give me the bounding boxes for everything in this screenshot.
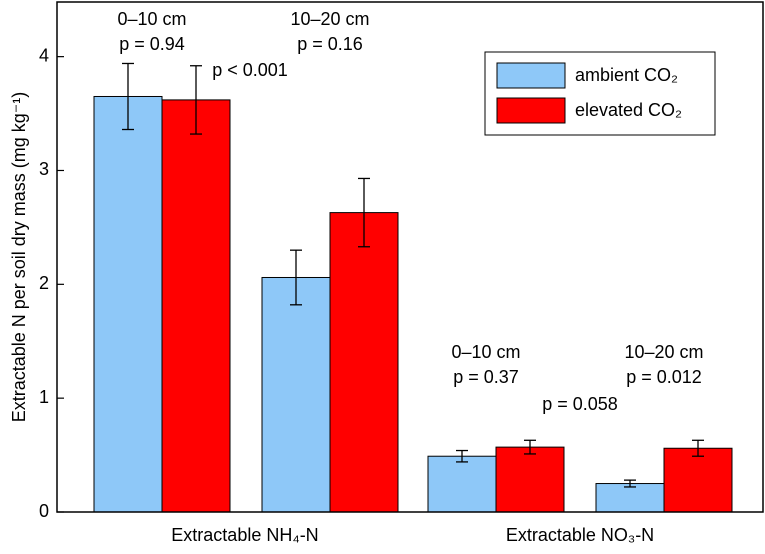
y-tick-label: 2 xyxy=(39,273,49,293)
error-bar xyxy=(122,62,134,131)
error-bar xyxy=(358,177,370,248)
bar xyxy=(261,276,331,513)
group-label: Extractable NH₄-N xyxy=(171,525,318,545)
bar xyxy=(427,455,497,513)
group-p-value: p < 0.001 xyxy=(212,60,288,80)
category-label: 10–20 cm xyxy=(624,342,703,362)
group-label: Extractable NO₃-N xyxy=(506,525,654,545)
p-value: p = 0.94 xyxy=(119,34,185,54)
error-bar xyxy=(290,249,302,306)
category-label: 0–10 cm xyxy=(117,9,186,29)
bar xyxy=(161,99,231,513)
legend-swatch xyxy=(496,97,566,124)
legend-label: ambient CO₂ xyxy=(575,65,678,85)
error-bar xyxy=(524,439,536,455)
bar xyxy=(329,212,399,513)
y-tick-label: 0 xyxy=(39,501,49,521)
y-tick-label: 4 xyxy=(39,45,49,65)
bar xyxy=(663,447,733,513)
error-bar xyxy=(624,479,636,488)
bar xyxy=(595,483,665,513)
y-tick-label: 1 xyxy=(39,387,49,407)
y-tick-label: 3 xyxy=(39,159,49,179)
category-label: 0–10 cm xyxy=(451,342,520,362)
legend-swatch xyxy=(496,62,566,89)
plot-frame xyxy=(56,1,764,513)
p-value: p = 0.37 xyxy=(453,367,519,387)
legend-label: elevated CO₂ xyxy=(575,100,682,120)
bar xyxy=(93,95,163,513)
group-p-value: p = 0.058 xyxy=(542,394,618,414)
bar xyxy=(495,446,565,513)
error-bar xyxy=(190,65,202,135)
category-label: 10–20 cm xyxy=(290,9,369,29)
error-bar xyxy=(692,439,704,457)
y-axis-label: Extractable N per soil dry mass (mg kg⁻¹… xyxy=(9,92,29,423)
p-value: p = 0.16 xyxy=(297,34,363,54)
p-value: p = 0.012 xyxy=(626,367,702,387)
error-bar xyxy=(456,449,468,463)
